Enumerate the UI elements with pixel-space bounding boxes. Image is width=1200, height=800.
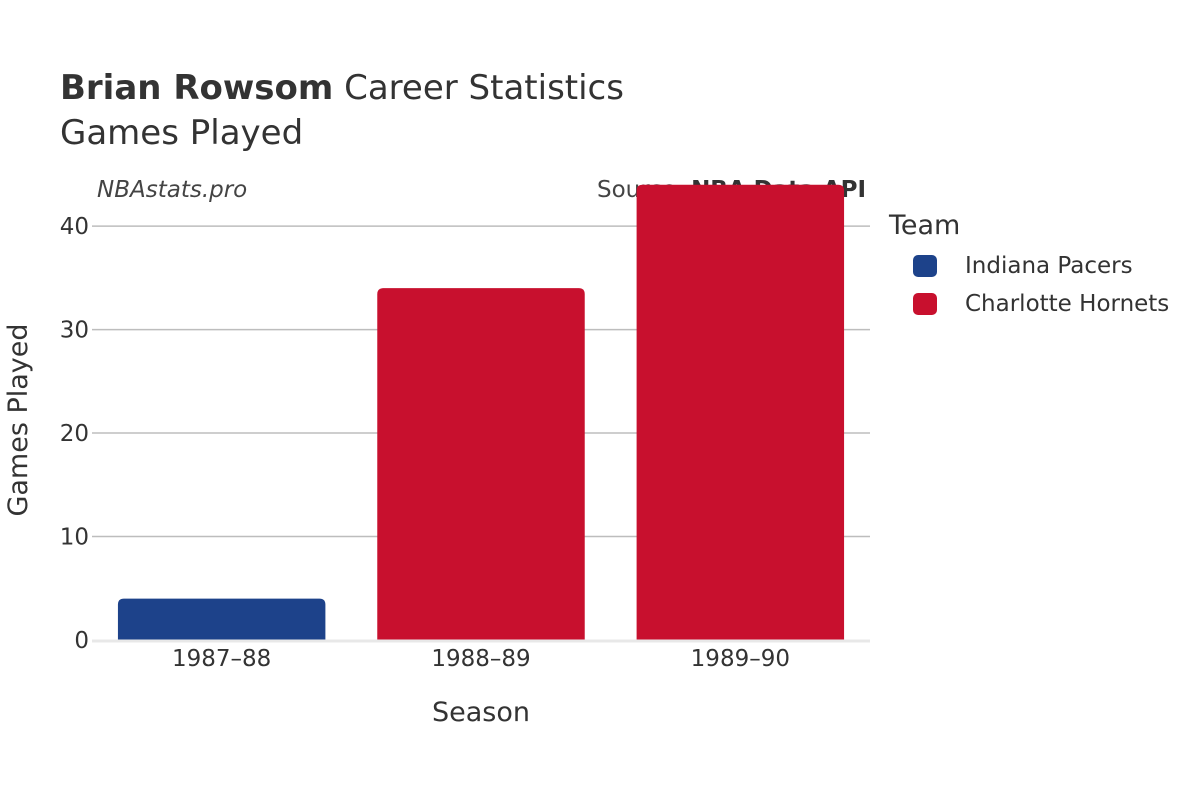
x-axis-label: Season — [432, 697, 530, 728]
y-tick-label-20: 20 — [60, 421, 89, 447]
x-tick-label-1987–88: 1987–88 — [172, 646, 271, 672]
y-tick-label-0: 0 — [74, 628, 89, 654]
watermark: NBAstats.pro — [97, 177, 248, 203]
bar-1988–89 — [377, 288, 585, 640]
player-name: Brian Rowsom — [60, 68, 334, 108]
legend-item-indiana-pacers[interactable]: Indiana Pacers — [913, 253, 1133, 279]
bar-1987–88 — [117, 598, 326, 640]
legend-item-charlotte-hornets[interactable]: Charlotte Hornets — [913, 291, 1169, 317]
x-tick-label-1989–90: 1989–90 — [691, 646, 790, 672]
y-tick-label-40: 40 — [60, 214, 89, 240]
legend-swatch-charlotte-hornets — [913, 293, 937, 315]
legend-label-indiana-pacers: Indiana Pacers — [965, 253, 1133, 279]
chart-subtitle: Games Played — [60, 113, 304, 153]
legend-swatch-indiana-pacers — [913, 255, 937, 277]
legend-label-charlotte-hornets: Charlotte Hornets — [965, 291, 1170, 317]
chart-title: Brian Rowsom Career Statistics — [60, 68, 624, 108]
x-tick-label-1988–89: 1988–89 — [431, 646, 530, 672]
y-tick-label-30: 30 — [60, 318, 89, 344]
y-tick-label-10: 10 — [60, 525, 89, 551]
y-axis-label: Games Played — [3, 323, 34, 516]
legend-title: Team — [889, 210, 961, 241]
title-suffix: Career Statistics — [344, 68, 624, 108]
bar-1989–90 — [636, 184, 845, 640]
